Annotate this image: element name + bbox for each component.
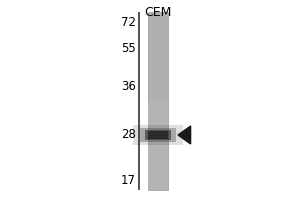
Text: 72: 72: [121, 16, 136, 28]
Text: 17: 17: [121, 173, 136, 186]
Bar: [145, 130, 171, 140]
Bar: [138, 12, 140, 190]
Bar: [148, 12, 168, 190]
Bar: [140, 128, 176, 142]
Bar: [148, 101, 168, 190]
Text: 36: 36: [121, 80, 136, 94]
Text: 55: 55: [121, 42, 136, 54]
Bar: [133, 125, 183, 145]
Text: 28: 28: [121, 129, 136, 142]
Text: CEM: CEM: [144, 6, 172, 19]
Polygon shape: [178, 126, 190, 144]
Bar: [148, 131, 168, 139]
